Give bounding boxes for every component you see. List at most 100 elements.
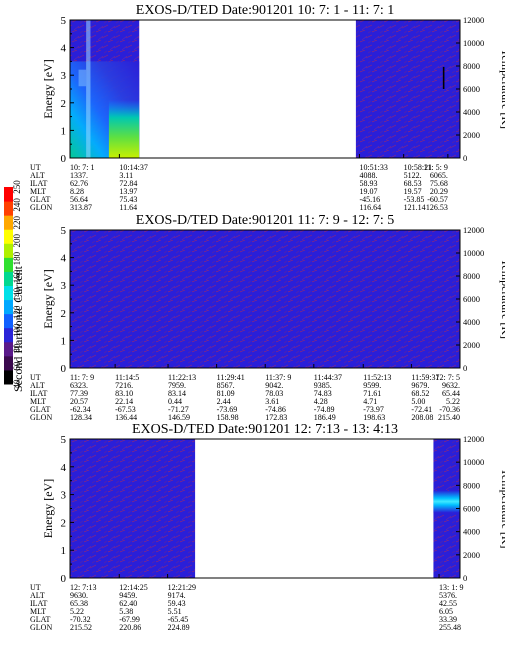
y2-tick-label: 6000 (463, 504, 480, 514)
x-tick-label: 11:37: 9 (265, 373, 291, 382)
y-tick-label: 0 (61, 153, 67, 165)
info-value: 6323. (70, 381, 88, 390)
info-value: 215.40 (438, 413, 460, 422)
y2-tick-label: 8000 (463, 480, 480, 490)
colorbar-tick-label: 100 (12, 323, 22, 337)
info-value: 220.86 (119, 623, 141, 632)
colorbar-swatches (4, 187, 13, 385)
y-axis-label: Energy [eV] (41, 479, 55, 538)
info-value: -72.41 (411, 405, 432, 414)
y-tick-label: 4 (61, 462, 67, 474)
info-value: 42.55 (439, 599, 457, 608)
panel-2: EXOS-D/TED Date:901201 11: 7: 9 - 12: 7:… (30, 213, 505, 422)
info-value: 78.03 (265, 389, 283, 398)
info-value: 71.61 (363, 389, 381, 398)
info-value: 68.52 (411, 389, 429, 398)
info-value: 59.43 (168, 599, 186, 608)
y-tick-label: 1 (61, 125, 67, 137)
info-row-label: ALT (30, 381, 45, 390)
y-tick-label: 3 (61, 490, 67, 502)
x-tick-label: 10: 7: 1 (70, 163, 94, 172)
info-value: 4.28 (314, 397, 328, 406)
colorbar-swatch (4, 257, 13, 272)
info-value: 68.53 (404, 179, 422, 188)
info-value: 5.00 (411, 397, 425, 406)
panel-title: EXOS-D/TED Date:901201 10: 7: 1 - 11: 7:… (136, 3, 394, 18)
info-value: 9632. (442, 381, 460, 390)
y-tick-label: 0 (61, 363, 67, 375)
info-row-label: GLAT (30, 195, 51, 204)
y2-tick-label: 10000 (463, 248, 484, 258)
colorbar-swatch (4, 299, 13, 315)
colorbar-tick-label: 80 (12, 343, 22, 353)
colorbar-swatch (4, 327, 13, 343)
colorbar-swatch (4, 271, 13, 286)
colorbar-swatch (4, 313, 13, 329)
y-tick-label: 4 (61, 43, 67, 55)
info-value: 75.43 (119, 195, 137, 204)
x-tick-label: 11:52:13 (363, 373, 391, 382)
info-value: 224.89 (168, 623, 190, 632)
y-tick-label: 1 (61, 335, 67, 347)
y2-axis-label: Temperature [K] (499, 259, 505, 339)
info-row-label: GLAT (30, 405, 51, 414)
y-tick-label: 2 (61, 98, 67, 110)
info-value: 208.08 (411, 413, 433, 422)
y-tick-label: 2 (61, 308, 67, 320)
info-value: 13.97 (119, 187, 137, 196)
info-value: 9679. (411, 381, 429, 390)
y2-tick-label: 8000 (463, 61, 480, 71)
colorbar-tick-label: 40 (12, 379, 22, 389)
info-row-label: UT (30, 163, 41, 172)
x-tick-label: 13: 1: 9 (439, 583, 463, 592)
panel-1: EXOS-D/TED Date:901201 10: 7: 1 - 11: 7:… (30, 3, 505, 212)
info-value: 186.49 (314, 413, 336, 422)
panels: EXOS-D/TED Date:901201 10: 7: 1 - 11: 7:… (30, 3, 505, 632)
info-value: 1337. (70, 171, 88, 180)
y2-tick-label: 2000 (463, 130, 480, 140)
y-axis-label: Energy [eV] (41, 59, 55, 118)
x-tick-label: 11:14:5 (115, 373, 139, 382)
info-value: 75.68 (430, 179, 448, 188)
info-value: 58.93 (359, 179, 377, 188)
info-value: -73.69 (217, 405, 238, 414)
y-axis-label: Energy [eV] (41, 269, 55, 328)
info-row-label: GLON (30, 413, 52, 422)
x-tick-label: 11:59:37 (411, 373, 439, 382)
info-value: -53.85 (404, 195, 425, 204)
info-row-label: ALT (30, 171, 45, 180)
colorbar-tick-label: 250 (12, 180, 22, 194)
info-value: 198.63 (363, 413, 385, 422)
colorbar-swatch (4, 285, 13, 301)
x-tick-label: 11: 5: 9 (424, 163, 448, 172)
info-value: 9042. (265, 381, 283, 390)
info-row-label: ILAT (30, 389, 47, 398)
info-row-label: GLON (30, 203, 52, 212)
colorbar-swatch (4, 369, 13, 385)
colorbar-swatch (4, 355, 13, 371)
colorbar-swatch (4, 341, 13, 357)
y2-tick-label: 12000 (463, 434, 484, 444)
y-tick-label: 3 (61, 70, 67, 82)
colorbar-swatch (4, 243, 13, 258)
info-row-label: UT (30, 583, 41, 592)
info-value: 7959. (168, 381, 186, 390)
info-value: 215.52 (70, 623, 92, 632)
info-value: 19.57 (404, 187, 422, 196)
info-value: 158.98 (217, 413, 239, 422)
info-value: 20.57 (70, 397, 88, 406)
y-tick-label: 0 (61, 573, 67, 585)
panel-title: EXOS-D/TED Date:901201 11: 7: 9 - 12: 7:… (136, 213, 394, 228)
info-row-label: MLT (30, 187, 46, 196)
info-value: 5.51 (168, 607, 182, 616)
info-value: 5376. (439, 591, 457, 600)
info-value: 4088. (359, 171, 377, 180)
info-value: -70.32 (70, 615, 91, 624)
info-value: 22.14 (115, 397, 133, 406)
colorbar-tick-label: 160 (12, 269, 22, 283)
info-value: 72.84 (119, 179, 137, 188)
info-value: 116.64 (359, 203, 381, 212)
y-tick-label: 4 (61, 253, 67, 265)
info-value: 9174. (168, 591, 186, 600)
